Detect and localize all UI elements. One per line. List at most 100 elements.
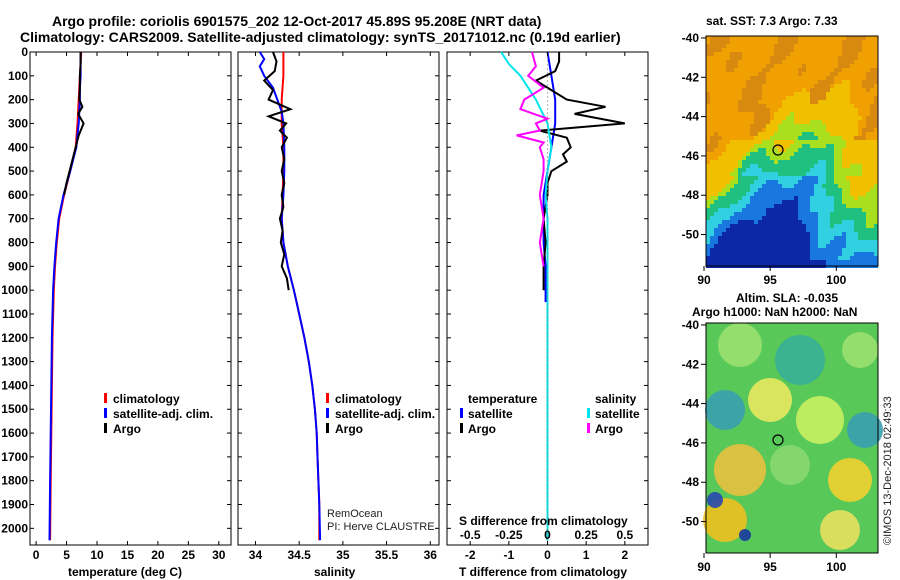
sst-pixel [794, 256, 798, 260]
sst-pixel [810, 80, 814, 84]
sst-pixel [762, 80, 766, 84]
sst-pixel [750, 96, 754, 100]
sst-pixel [726, 40, 730, 44]
sla-map-frame [705, 322, 879, 554]
sst-pixel [834, 200, 838, 204]
sst-pixel [770, 88, 774, 92]
sst-pixel [810, 208, 814, 212]
s-diff-tick-label: -0.25 [495, 528, 523, 542]
sst-pixel [714, 128, 718, 132]
sst-pixel [866, 48, 870, 52]
sst-pixel [822, 196, 826, 200]
sst-pixel [810, 144, 814, 148]
sst-pixel [826, 248, 830, 252]
sst-pixel [814, 92, 818, 96]
sst-pixel [854, 144, 858, 148]
sst-pixel [866, 192, 870, 196]
sst-pixel [818, 204, 822, 208]
sst-pixel [750, 208, 754, 212]
sst-pixel [750, 156, 754, 160]
sst-pixel [862, 168, 866, 172]
sst-pixel [770, 208, 774, 212]
sst-pixel [838, 108, 842, 112]
sst-pixel [774, 196, 778, 200]
sst-pixel [770, 180, 774, 184]
sst-pixel [778, 188, 782, 192]
sst-pixel [806, 252, 810, 256]
sst-pixel [858, 180, 862, 184]
sst-pixel [710, 180, 714, 184]
sst-pixel [870, 100, 874, 104]
sst-pixel [722, 112, 726, 116]
sst-pixel [714, 144, 718, 148]
sst-pixel [734, 196, 738, 200]
sst-pixel [798, 244, 802, 248]
sst-pixel [870, 132, 874, 136]
temperature-legend: climatology satellite-adj. clim. Argo [104, 392, 213, 436]
sst-pixel [790, 188, 794, 192]
sst-pixel [862, 196, 866, 200]
sst-pixel [714, 120, 718, 124]
sst-pixel [846, 236, 850, 240]
sst-pixel [838, 48, 842, 52]
sst-pixel [742, 188, 746, 192]
sst-pixel [870, 156, 874, 160]
sst-pixel [874, 108, 878, 112]
sst-pixel [842, 64, 846, 68]
sst-pixel [866, 208, 870, 212]
sst-pixel [718, 108, 722, 112]
sst-pixel [738, 44, 742, 48]
sst-pixel [810, 236, 814, 240]
sst-pixel [722, 60, 726, 64]
sst-pixel [862, 56, 866, 60]
sst-pixel [714, 64, 718, 68]
sst-pixel [802, 140, 806, 144]
sst-pixel [834, 68, 838, 72]
sst-pixel [826, 108, 830, 112]
sst-pixel [746, 152, 750, 156]
sst-pixel [858, 216, 862, 220]
sst-pixel [710, 48, 714, 52]
sst-pixel [718, 164, 722, 168]
sst-pixel [802, 120, 806, 124]
sst-pixel [790, 112, 794, 116]
sst-pixel [846, 64, 850, 68]
sst-pixel [742, 56, 746, 60]
sst-pixel [854, 100, 858, 104]
sst-pixel [794, 180, 798, 184]
sst-pixel [734, 132, 738, 136]
sst-pixel [866, 136, 870, 140]
sst-pixel [846, 260, 850, 264]
sst-pixel [710, 140, 714, 144]
sst-pixel [770, 224, 774, 228]
sla-blob [703, 498, 747, 542]
sst-pixel [842, 124, 846, 128]
sst-pixel [818, 116, 822, 120]
sst-pixel [730, 52, 734, 56]
sst-pixel [762, 88, 766, 92]
sst-pixel [742, 172, 746, 176]
sst-pixel [722, 240, 726, 244]
sst-pixel [838, 64, 842, 68]
sst-pixel [814, 104, 818, 108]
sst-pixel [850, 72, 854, 76]
sst-pixel [806, 240, 810, 244]
sst-pixel [786, 148, 790, 152]
sst-pixel [738, 160, 742, 164]
sst-pixel [834, 140, 838, 144]
sst-pixel [738, 228, 742, 232]
sst-pixel [734, 172, 738, 176]
sst-pixel [730, 176, 734, 180]
sst-pixel [810, 188, 814, 192]
sst-pixel [846, 152, 850, 156]
sst-pixel [866, 68, 870, 72]
sst-pixel [802, 68, 806, 72]
sst-pixel [742, 212, 746, 216]
sst-pixel [790, 84, 794, 88]
sst-pixel [830, 248, 834, 252]
sst-pixel [834, 64, 838, 68]
sst-pixel [710, 208, 714, 212]
sst-pixel [826, 88, 830, 92]
sst-pixel [770, 156, 774, 160]
sst-pixel [770, 96, 774, 100]
